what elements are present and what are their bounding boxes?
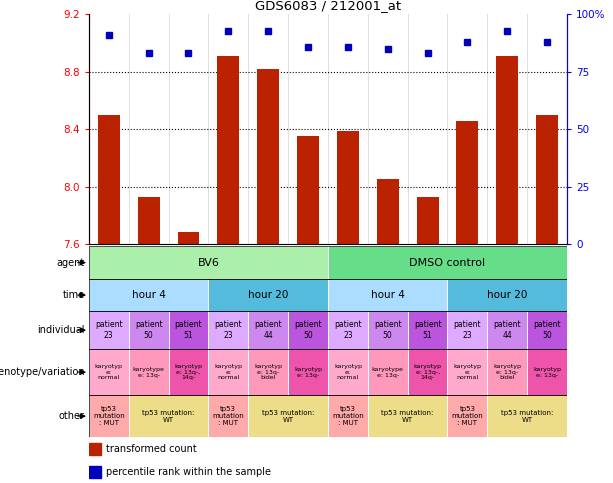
Bar bbox=[89, 443, 101, 455]
Text: tp53 mutation:
WT: tp53 mutation: WT bbox=[381, 410, 434, 423]
Text: patient
50: patient 50 bbox=[135, 321, 162, 340]
FancyBboxPatch shape bbox=[328, 246, 567, 279]
FancyBboxPatch shape bbox=[447, 395, 487, 437]
FancyBboxPatch shape bbox=[129, 395, 208, 437]
FancyBboxPatch shape bbox=[368, 395, 447, 437]
Text: hour 4: hour 4 bbox=[371, 290, 405, 300]
Text: individual: individual bbox=[37, 325, 85, 335]
Text: tp53
mutation
: MUT: tp53 mutation : MUT bbox=[93, 406, 124, 426]
Text: DMSO control: DMSO control bbox=[409, 257, 485, 268]
Text: karyotyp
e: 13q-,
14q-: karyotyp e: 13q-, 14q- bbox=[414, 364, 441, 381]
FancyBboxPatch shape bbox=[368, 312, 408, 349]
Text: transformed count: transformed count bbox=[105, 444, 196, 454]
FancyBboxPatch shape bbox=[408, 312, 447, 349]
FancyBboxPatch shape bbox=[89, 312, 129, 349]
FancyBboxPatch shape bbox=[328, 349, 368, 395]
Bar bbox=[178, 232, 199, 244]
FancyBboxPatch shape bbox=[328, 312, 368, 349]
Text: time: time bbox=[63, 290, 85, 300]
Text: patient
51: patient 51 bbox=[175, 321, 202, 340]
Text: karyotype
e: 13q-: karyotype e: 13q- bbox=[372, 367, 403, 378]
FancyBboxPatch shape bbox=[129, 312, 169, 349]
Text: tp53 mutation:
WT: tp53 mutation: WT bbox=[501, 410, 554, 423]
Text: karyotyp
e: 13q-,
14q-: karyotyp e: 13q-, 14q- bbox=[175, 364, 202, 381]
FancyBboxPatch shape bbox=[89, 246, 328, 279]
Text: tp53
mutation
: MUT: tp53 mutation : MUT bbox=[213, 406, 244, 426]
FancyBboxPatch shape bbox=[447, 279, 567, 312]
FancyBboxPatch shape bbox=[288, 349, 328, 395]
Text: tp53
mutation
: MUT: tp53 mutation : MUT bbox=[452, 406, 483, 426]
FancyBboxPatch shape bbox=[89, 349, 129, 395]
Text: karyotyp
e:
normal: karyotyp e: normal bbox=[95, 364, 123, 381]
FancyBboxPatch shape bbox=[89, 395, 129, 437]
FancyBboxPatch shape bbox=[527, 312, 567, 349]
Bar bbox=[337, 130, 359, 244]
Text: patient
44: patient 44 bbox=[493, 321, 521, 340]
Text: genotype/variation: genotype/variation bbox=[0, 367, 85, 377]
FancyBboxPatch shape bbox=[248, 312, 288, 349]
Text: patient
50: patient 50 bbox=[533, 321, 561, 340]
Bar bbox=[98, 115, 120, 244]
FancyBboxPatch shape bbox=[208, 279, 328, 312]
Text: karyotyp
e: 13q-
bidel: karyotyp e: 13q- bidel bbox=[254, 364, 282, 381]
Text: karyotyp
e: 13q-: karyotyp e: 13q- bbox=[294, 367, 322, 378]
Text: BV6: BV6 bbox=[197, 257, 219, 268]
Text: tp53
mutation
: MUT: tp53 mutation : MUT bbox=[332, 406, 364, 426]
Text: karyotyp
e: 13q-
bidel: karyotyp e: 13q- bidel bbox=[493, 364, 521, 381]
FancyBboxPatch shape bbox=[89, 279, 208, 312]
FancyBboxPatch shape bbox=[208, 395, 248, 437]
Title: GDS6083 / 212001_at: GDS6083 / 212001_at bbox=[255, 0, 401, 12]
Text: karyotype
e: 13q-: karyotype e: 13q- bbox=[133, 367, 164, 378]
Bar bbox=[218, 56, 239, 244]
Bar bbox=[457, 121, 478, 244]
FancyBboxPatch shape bbox=[169, 349, 208, 395]
Text: karyotyp
e:
normal: karyotyp e: normal bbox=[454, 364, 481, 381]
FancyBboxPatch shape bbox=[447, 312, 487, 349]
FancyBboxPatch shape bbox=[248, 349, 288, 395]
Text: patient
50: patient 50 bbox=[294, 321, 322, 340]
FancyBboxPatch shape bbox=[487, 349, 527, 395]
Text: patient
44: patient 44 bbox=[254, 321, 282, 340]
Text: tp53 mutation:
WT: tp53 mutation: WT bbox=[262, 410, 314, 423]
Text: karyotyp
e:
normal: karyotyp e: normal bbox=[215, 364, 242, 381]
FancyBboxPatch shape bbox=[288, 312, 328, 349]
FancyBboxPatch shape bbox=[447, 349, 487, 395]
Bar bbox=[89, 466, 101, 478]
Text: patient
51: patient 51 bbox=[414, 321, 441, 340]
FancyBboxPatch shape bbox=[487, 395, 567, 437]
Text: agent: agent bbox=[56, 257, 85, 268]
FancyBboxPatch shape bbox=[487, 312, 527, 349]
FancyBboxPatch shape bbox=[328, 395, 368, 437]
FancyBboxPatch shape bbox=[527, 349, 567, 395]
Text: hour 4: hour 4 bbox=[132, 290, 166, 300]
FancyBboxPatch shape bbox=[129, 349, 169, 395]
Text: patient
23: patient 23 bbox=[334, 321, 362, 340]
Text: patient
23: patient 23 bbox=[215, 321, 242, 340]
FancyBboxPatch shape bbox=[408, 349, 447, 395]
Text: karyotyp
e: 13q-: karyotyp e: 13q- bbox=[533, 367, 561, 378]
Bar bbox=[257, 69, 279, 244]
FancyBboxPatch shape bbox=[169, 312, 208, 349]
Text: other: other bbox=[59, 411, 85, 421]
Bar bbox=[536, 115, 558, 244]
Text: hour 20: hour 20 bbox=[248, 290, 288, 300]
Bar bbox=[497, 56, 518, 244]
Bar bbox=[138, 197, 159, 244]
Text: tp53 mutation:
WT: tp53 mutation: WT bbox=[142, 410, 195, 423]
Bar bbox=[297, 136, 319, 244]
Text: hour 20: hour 20 bbox=[487, 290, 527, 300]
Text: percentile rank within the sample: percentile rank within the sample bbox=[105, 467, 270, 477]
Text: karyotyp
e:
normal: karyotyp e: normal bbox=[334, 364, 362, 381]
FancyBboxPatch shape bbox=[208, 349, 248, 395]
Text: patient
23: patient 23 bbox=[95, 321, 123, 340]
Bar bbox=[417, 197, 438, 244]
FancyBboxPatch shape bbox=[328, 279, 447, 312]
FancyBboxPatch shape bbox=[368, 349, 408, 395]
Text: patient
50: patient 50 bbox=[374, 321, 402, 340]
FancyBboxPatch shape bbox=[248, 395, 328, 437]
FancyBboxPatch shape bbox=[208, 312, 248, 349]
Text: patient
23: patient 23 bbox=[454, 321, 481, 340]
Bar bbox=[377, 179, 398, 244]
